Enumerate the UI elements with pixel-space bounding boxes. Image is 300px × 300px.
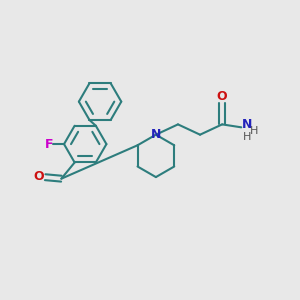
Text: N: N <box>242 118 252 131</box>
Text: H: H <box>250 126 258 136</box>
Text: F: F <box>44 138 53 151</box>
Text: H: H <box>242 132 251 142</box>
Text: N: N <box>151 128 161 141</box>
Text: O: O <box>33 170 44 183</box>
Text: O: O <box>217 90 227 103</box>
